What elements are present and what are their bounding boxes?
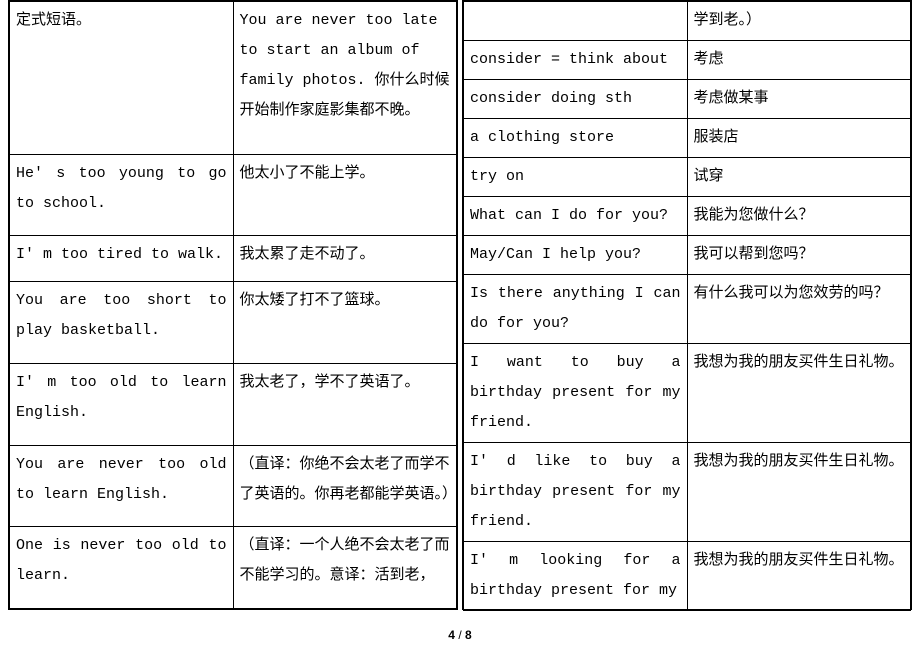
table-row: I want to buy a birthday present for my … (464, 344, 911, 443)
table-row: You are never too old to learn English.（… (10, 445, 457, 527)
cell-translation: 考虑 (687, 41, 911, 80)
page-footer: 4 / 8 (0, 623, 920, 647)
left-column: 定式短语。You are never too late to start an … (8, 0, 458, 610)
cell-translation: 我太累了走不动了。 (233, 236, 457, 282)
cell-translation: 学到老。） (687, 2, 911, 41)
cell-translation: 服装店 (687, 119, 911, 158)
table-row: You are too short to play basketball.你太矮… (10, 282, 457, 364)
page-current: 4 (448, 628, 455, 642)
cell-translation: 我想为我的朋友买件生日礼物。 (687, 542, 911, 611)
cell-source: I want to buy a birthday present for my … (464, 344, 688, 443)
cell-source: I' m too tired to walk. (10, 236, 234, 282)
cell-translation: 试穿 (687, 158, 911, 197)
cell-source: I' m too old to learn English. (10, 364, 234, 446)
table-row: I' m too tired to walk.我太累了走不动了。 (10, 236, 457, 282)
cell-source: I' m looking for a birthday present for … (464, 542, 688, 611)
table-row: 学到老。） (464, 2, 911, 41)
table-row: One is never too old to learn.（直译：一个人绝不会… (10, 527, 457, 609)
table-row: Is there anything I can do for you?有什么我可… (464, 275, 911, 344)
right-table: 学到老。）consider = think about考虑consider do… (463, 1, 911, 611)
table-row: 定式短语。You are never too late to start an … (10, 2, 457, 155)
page-sep: / (455, 628, 465, 642)
cell-source: You are never too old to learn English. (10, 445, 234, 527)
left-table: 定式短语。You are never too late to start an … (9, 1, 457, 609)
cell-source: He' s too young to go to school. (10, 154, 234, 236)
right-column: 学到老。）consider = think about考虑consider do… (462, 0, 912, 610)
cell-translation: 考虑做某事 (687, 80, 911, 119)
page-columns: 定式短语。You are never too late to start an … (0, 0, 920, 610)
cell-source: consider doing sth (464, 80, 688, 119)
cell-source: May/Can I help you? (464, 236, 688, 275)
cell-translation: 我能为您做什么？ (687, 197, 911, 236)
cell-translation: 他太小了不能上学。 (233, 154, 457, 236)
cell-translation: 我可以帮到您吗？ (687, 236, 911, 275)
cell-translation: 你太矮了打不了篮球。 (233, 282, 457, 364)
cell-source: consider = think about (464, 41, 688, 80)
cell-source: One is never too old to learn. (10, 527, 234, 609)
cell-translation: （直译：一个人绝不会太老了而不能学习的。意译：活到老， (233, 527, 457, 609)
cell-source: 定式短语。 (10, 2, 234, 155)
table-row: I' d like to buy a birthday present for … (464, 443, 911, 542)
table-row: consider doing sth考虑做某事 (464, 80, 911, 119)
page-total: 8 (465, 628, 472, 642)
cell-translation: （直译：你绝不会太老了而学不了英语的。你再老都能学英语。） (233, 445, 457, 527)
cell-translation: 我太老了，学不了英语了。 (233, 364, 457, 446)
cell-translation: You are never too late to start an album… (233, 2, 457, 155)
cell-source: a clothing store (464, 119, 688, 158)
cell-source: Is there anything I can do for you? (464, 275, 688, 344)
table-row: consider = think about考虑 (464, 41, 911, 80)
table-row: I' m looking for a birthday present for … (464, 542, 911, 611)
cell-translation: 有什么我可以为您效劳的吗？ (687, 275, 911, 344)
table-row: May/Can I help you?我可以帮到您吗？ (464, 236, 911, 275)
table-row: I' m too old to learn English.我太老了，学不了英语… (10, 364, 457, 446)
cell-source: I' d like to buy a birthday present for … (464, 443, 688, 542)
cell-source (464, 2, 688, 41)
table-row: a clothing store服装店 (464, 119, 911, 158)
table-row: try on试穿 (464, 158, 911, 197)
cell-translation: 我想为我的朋友买件生日礼物。 (687, 344, 911, 443)
table-row: He' s too young to go to school.他太小了不能上学… (10, 154, 457, 236)
cell-source: try on (464, 158, 688, 197)
cell-translation: 我想为我的朋友买件生日礼物。 (687, 443, 911, 542)
cell-source: You are too short to play basketball. (10, 282, 234, 364)
cell-source: What can I do for you? (464, 197, 688, 236)
table-row: What can I do for you?我能为您做什么？ (464, 197, 911, 236)
